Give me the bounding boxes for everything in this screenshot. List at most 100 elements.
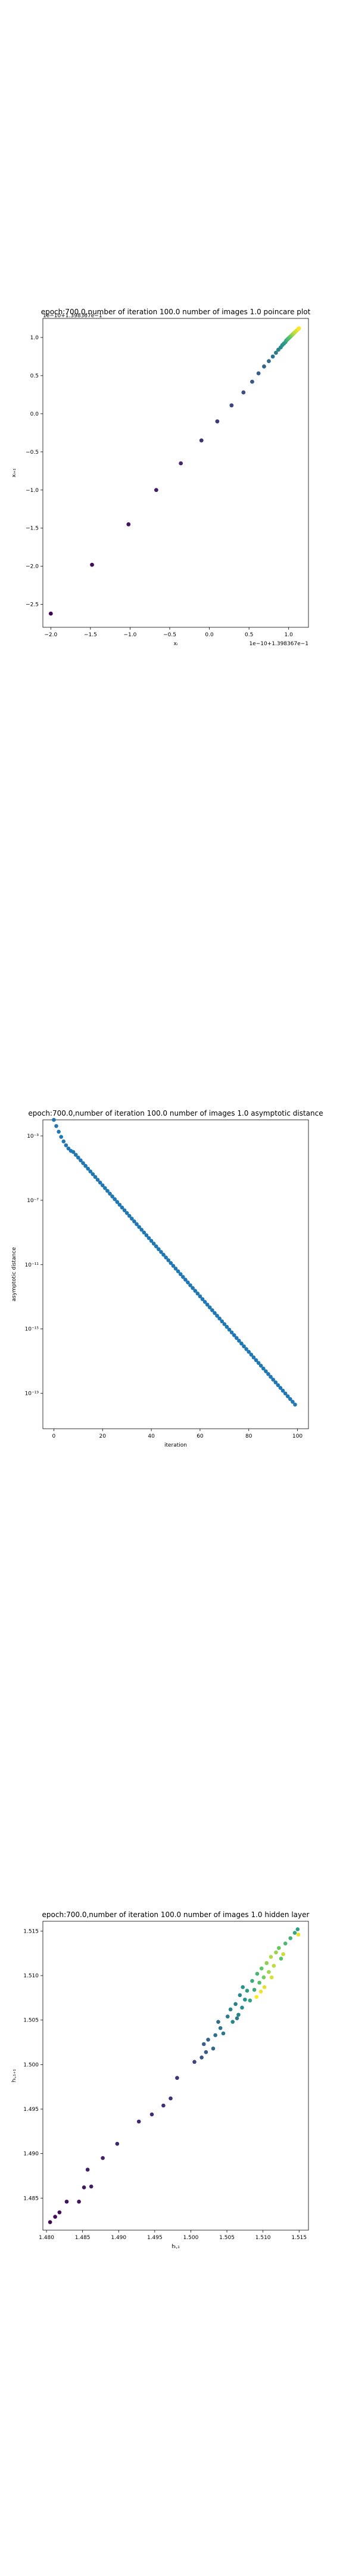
data-point xyxy=(277,1946,281,1950)
data-point xyxy=(269,1374,273,1379)
data-point xyxy=(90,562,94,567)
y-tick-label: 1.515 xyxy=(23,1928,39,1934)
y-tick-label: 10⁻¹¹ xyxy=(25,1262,39,1268)
data-point xyxy=(243,1998,247,2002)
data-point xyxy=(115,2141,120,2146)
data-point xyxy=(292,1931,297,1935)
data-point xyxy=(262,364,266,369)
data-point xyxy=(261,1975,266,1980)
data-point xyxy=(77,2199,81,2204)
y-tick-label: 10⁻¹⁵ xyxy=(25,1327,39,1333)
y-tick-label: 10⁻¹⁹ xyxy=(25,1391,39,1397)
data-point xyxy=(232,1333,236,1337)
y-tick-label: 1.485 xyxy=(23,2196,39,2202)
x-tick-label: −1.5 xyxy=(84,632,97,638)
data-point xyxy=(264,1961,269,1965)
data-point xyxy=(164,1255,168,1260)
data-point xyxy=(180,1275,185,1279)
data-point xyxy=(105,1188,110,1193)
data-point xyxy=(222,1322,227,1326)
x-tick-label: 1.480 xyxy=(39,2235,54,2241)
data-point xyxy=(85,2168,90,2172)
plot-frame xyxy=(42,1921,309,2231)
data-point xyxy=(110,1194,114,1199)
data-point xyxy=(100,1183,105,1188)
data-point xyxy=(267,359,271,364)
data-point xyxy=(132,1219,136,1224)
data-point xyxy=(267,1970,271,1974)
data-point xyxy=(242,1344,246,1349)
data-point xyxy=(227,1327,232,1332)
y-tick-label: 0.0 xyxy=(30,411,39,417)
data-point xyxy=(117,1203,122,1207)
data-point xyxy=(151,1241,156,1246)
data-point xyxy=(283,1391,288,1396)
data-point xyxy=(61,1139,66,1144)
data-point xyxy=(126,522,131,527)
data-point xyxy=(179,461,183,466)
data-point xyxy=(120,1205,124,1210)
data-point xyxy=(149,2112,154,2117)
data-point xyxy=(254,1358,258,1363)
data-point xyxy=(255,1971,260,1976)
data-point xyxy=(173,1267,178,1271)
data-point xyxy=(241,390,246,395)
y-tick-label: −2.5 xyxy=(26,602,39,608)
x-tick-label: 1.515 xyxy=(291,2235,307,2241)
data-point xyxy=(137,1225,141,1229)
data-point xyxy=(278,1386,283,1390)
data-point xyxy=(53,2215,57,2219)
data-point xyxy=(204,2050,208,2054)
chart-title: epoch:700.0,number of iteration 100.0 nu… xyxy=(28,1109,323,1117)
data-point xyxy=(154,1244,158,1249)
data-point xyxy=(281,1952,285,1956)
data-point xyxy=(258,1364,263,1368)
data-point xyxy=(237,1339,241,1343)
data-point xyxy=(91,1172,95,1176)
data-point xyxy=(252,1987,257,1992)
data-point xyxy=(248,1998,252,2003)
data-point xyxy=(101,2156,105,2160)
data-point xyxy=(262,1985,267,1989)
y-tick-label: 1.0 xyxy=(30,335,39,341)
data-point xyxy=(269,1975,274,1980)
data-point xyxy=(135,1222,139,1227)
data-point xyxy=(210,1308,214,1312)
data-point xyxy=(59,1135,63,1139)
data-point xyxy=(276,1383,280,1388)
data-point xyxy=(48,611,53,616)
data-point xyxy=(238,1993,242,1998)
y-offset-text: 1e−10+1.398367e−1 xyxy=(43,313,102,319)
data-point xyxy=(115,1200,120,1205)
x-tick-label: 0.5 xyxy=(245,632,253,638)
data-point xyxy=(269,1955,273,1959)
data-point xyxy=(142,1230,146,1235)
data-point xyxy=(166,1258,171,1262)
data-point xyxy=(264,1369,268,1373)
data-point xyxy=(250,1979,254,1983)
data-point xyxy=(218,2026,223,2030)
data-point xyxy=(293,1402,297,1407)
data-point xyxy=(193,1289,198,1293)
x-offset-text: 1e−10+1.398367e−1 xyxy=(249,641,308,647)
data-point xyxy=(206,2038,210,2042)
y-tick-label: −1.0 xyxy=(26,488,39,494)
data-point xyxy=(57,1129,61,1134)
x-tick-label: 80 xyxy=(245,1433,252,1439)
y-axis-label: asymptotic distance xyxy=(11,1247,17,1301)
x-tick-label: 60 xyxy=(197,1433,204,1439)
data-point xyxy=(288,1397,292,1401)
data-point xyxy=(240,2005,244,2010)
x-axis-label: hᵢ,₁ xyxy=(172,2244,180,2250)
data-point xyxy=(213,2033,217,2038)
x-tick-label: 100 xyxy=(292,1433,303,1439)
x-tick-label: −0.5 xyxy=(163,632,176,638)
data-point xyxy=(122,1208,127,1212)
data-point xyxy=(205,1302,210,1307)
data-point xyxy=(113,1197,117,1202)
data-point xyxy=(171,1264,176,1268)
data-point xyxy=(176,1269,180,1274)
data-point xyxy=(154,488,158,493)
data-point xyxy=(88,1169,93,1174)
hidden-layer-chart: epoch:700.0,number of iteration 100.0 nu… xyxy=(11,1911,310,2250)
